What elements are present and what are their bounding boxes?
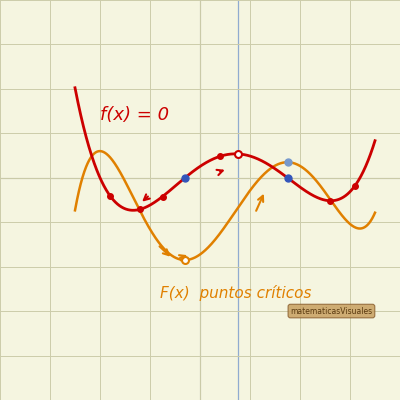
Text: F(x)  puntos críticos: F(x) puntos críticos xyxy=(160,285,312,301)
Text: f(x) = 0: f(x) = 0 xyxy=(100,106,169,124)
Text: matematicasVisuales: matematicasVisuales xyxy=(290,306,372,316)
